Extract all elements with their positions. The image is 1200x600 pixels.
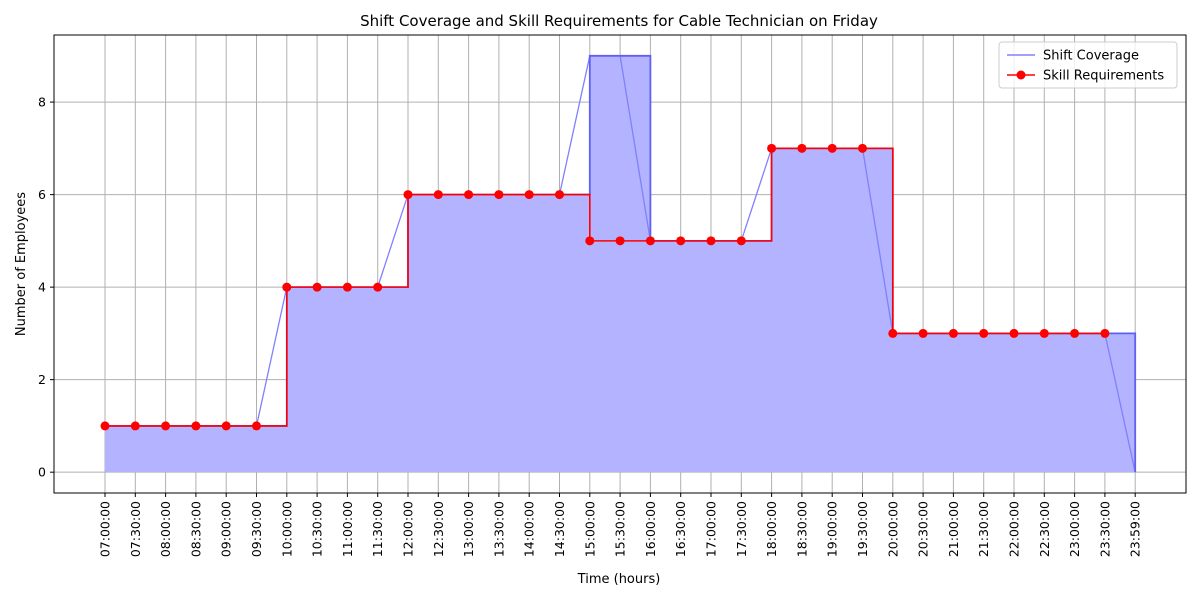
skill-requirements-point	[615, 236, 625, 246]
skill-requirements-point	[130, 421, 140, 431]
x-tick-label: 11:30:00	[370, 501, 385, 557]
x-tick-label: 08:00:00	[158, 501, 173, 557]
x-tick-label: 14:00:00	[522, 501, 537, 557]
x-tick-label: 07:00:00	[98, 501, 113, 557]
skill-requirements-point	[221, 421, 231, 431]
x-tick-label: 19:00:00	[825, 501, 840, 557]
skill-requirements-point	[403, 190, 413, 200]
skill-requirements-point	[676, 236, 686, 246]
skill-requirements-point	[888, 328, 898, 338]
skill-requirements-point	[252, 421, 261, 431]
skill-requirements-point	[585, 236, 595, 246]
skill-requirements-point	[161, 421, 171, 431]
legend: Shift Coverage Skill Requirements	[998, 41, 1178, 89]
x-tick-label: 23:59:00	[1128, 501, 1143, 557]
skill-requirements-point	[191, 421, 201, 431]
skill-requirements-point	[312, 282, 322, 292]
skill-requirements-point	[342, 282, 352, 292]
y-tick-label: 0	[38, 465, 46, 480]
x-tick-label: 12:00:00	[401, 501, 416, 557]
x-tick-label: 13:00:00	[461, 501, 476, 557]
skill-requirements-point	[706, 236, 716, 246]
x-tick-label: 12:30:00	[431, 501, 446, 557]
skill-requirements-point	[827, 143, 837, 153]
skill-requirements-point	[918, 328, 928, 338]
skill-requirements-point	[1070, 328, 1080, 338]
x-tick-label: 18:00:00	[764, 501, 779, 557]
legend-marker-skill-requirements	[1016, 70, 1026, 80]
x-tick-label: 22:30:00	[1037, 501, 1052, 557]
x-tick-label: 22:00:00	[1007, 501, 1022, 557]
skill-requirements-point	[1039, 328, 1049, 338]
y-axis-label: Number of Employees	[14, 192, 29, 336]
y-tick-label: 6	[38, 187, 46, 202]
skill-requirements-point	[494, 190, 504, 200]
y-tick-label: 4	[38, 280, 46, 295]
skill-requirements-point	[100, 421, 110, 431]
x-tick-label: 19:30:00	[855, 501, 870, 557]
skill-requirements-point	[464, 190, 474, 200]
y-tick-label: 2	[38, 372, 46, 387]
skill-requirements-point	[1100, 328, 1110, 338]
skill-requirements-point	[948, 328, 958, 338]
y-tick-label: 8	[38, 95, 46, 110]
x-axis-ticks: 07:00:00 07:30:00 08:00:00 08:30:00 09:00:00…	[98, 493, 1143, 557]
x-tick-label: 17:00:00	[704, 501, 719, 557]
x-tick-label: 15:30:00	[613, 501, 628, 557]
x-tick-label: 10:30:00	[310, 501, 325, 557]
skill-requirements-point	[524, 190, 534, 200]
x-axis-label: Time (hours)	[577, 572, 661, 587]
skill-requirements-point	[736, 236, 746, 246]
skill-requirements-point	[645, 236, 655, 246]
x-tick-label: 16:30:00	[673, 501, 688, 557]
x-tick-label: 16:00:00	[643, 501, 658, 557]
x-tick-label: 23:00:00	[1067, 501, 1082, 557]
x-tick-label: 17:30:00	[734, 501, 749, 557]
skill-requirements-point	[555, 190, 564, 200]
chart-title: Shift Coverage and Skill Requirements fo…	[360, 12, 878, 30]
x-tick-label: 23:30:00	[1097, 501, 1112, 557]
legend-label-shift-coverage: Shift Coverage	[1043, 49, 1139, 64]
skill-requirements-point	[373, 282, 383, 292]
skill-requirements-point	[767, 143, 777, 153]
skill-requirements-point	[1009, 328, 1019, 338]
x-tick-label: 09:30:00	[249, 501, 264, 557]
shift-coverage-area	[105, 55, 1136, 473]
x-tick-label: 20:30:00	[916, 501, 931, 557]
x-tick-label: 07:30:00	[128, 501, 143, 557]
legend-box	[998, 41, 1178, 89]
skill-requirements-point	[282, 282, 292, 292]
x-tick-label: 13:30:00	[491, 501, 506, 557]
x-tick-label: 10:00:00	[279, 501, 294, 557]
x-tick-label: 08:30:00	[188, 501, 203, 557]
skill-requirements-point	[979, 328, 989, 338]
x-tick-label: 21:00:00	[946, 501, 961, 557]
skill-requirements-point	[433, 190, 443, 200]
skill-requirements-layer	[100, 143, 1110, 431]
legend-label-skill-requirements: Skill Requirements	[1043, 69, 1164, 84]
skill-requirements-point	[858, 143, 867, 153]
x-tick-label: 11:00:00	[340, 501, 355, 557]
x-tick-label: 18:30:00	[794, 501, 809, 557]
x-tick-label: 21:30:00	[976, 501, 991, 557]
x-tick-label: 14:30:00	[552, 501, 567, 557]
x-tick-label: 20:00:00	[885, 501, 900, 557]
skill-requirements-point	[797, 143, 807, 153]
x-tick-label: 15:00:00	[582, 501, 597, 557]
x-tick-label: 09:00:00	[219, 501, 234, 557]
y-axis-ticks: 0 2 4 6 8	[38, 95, 54, 480]
